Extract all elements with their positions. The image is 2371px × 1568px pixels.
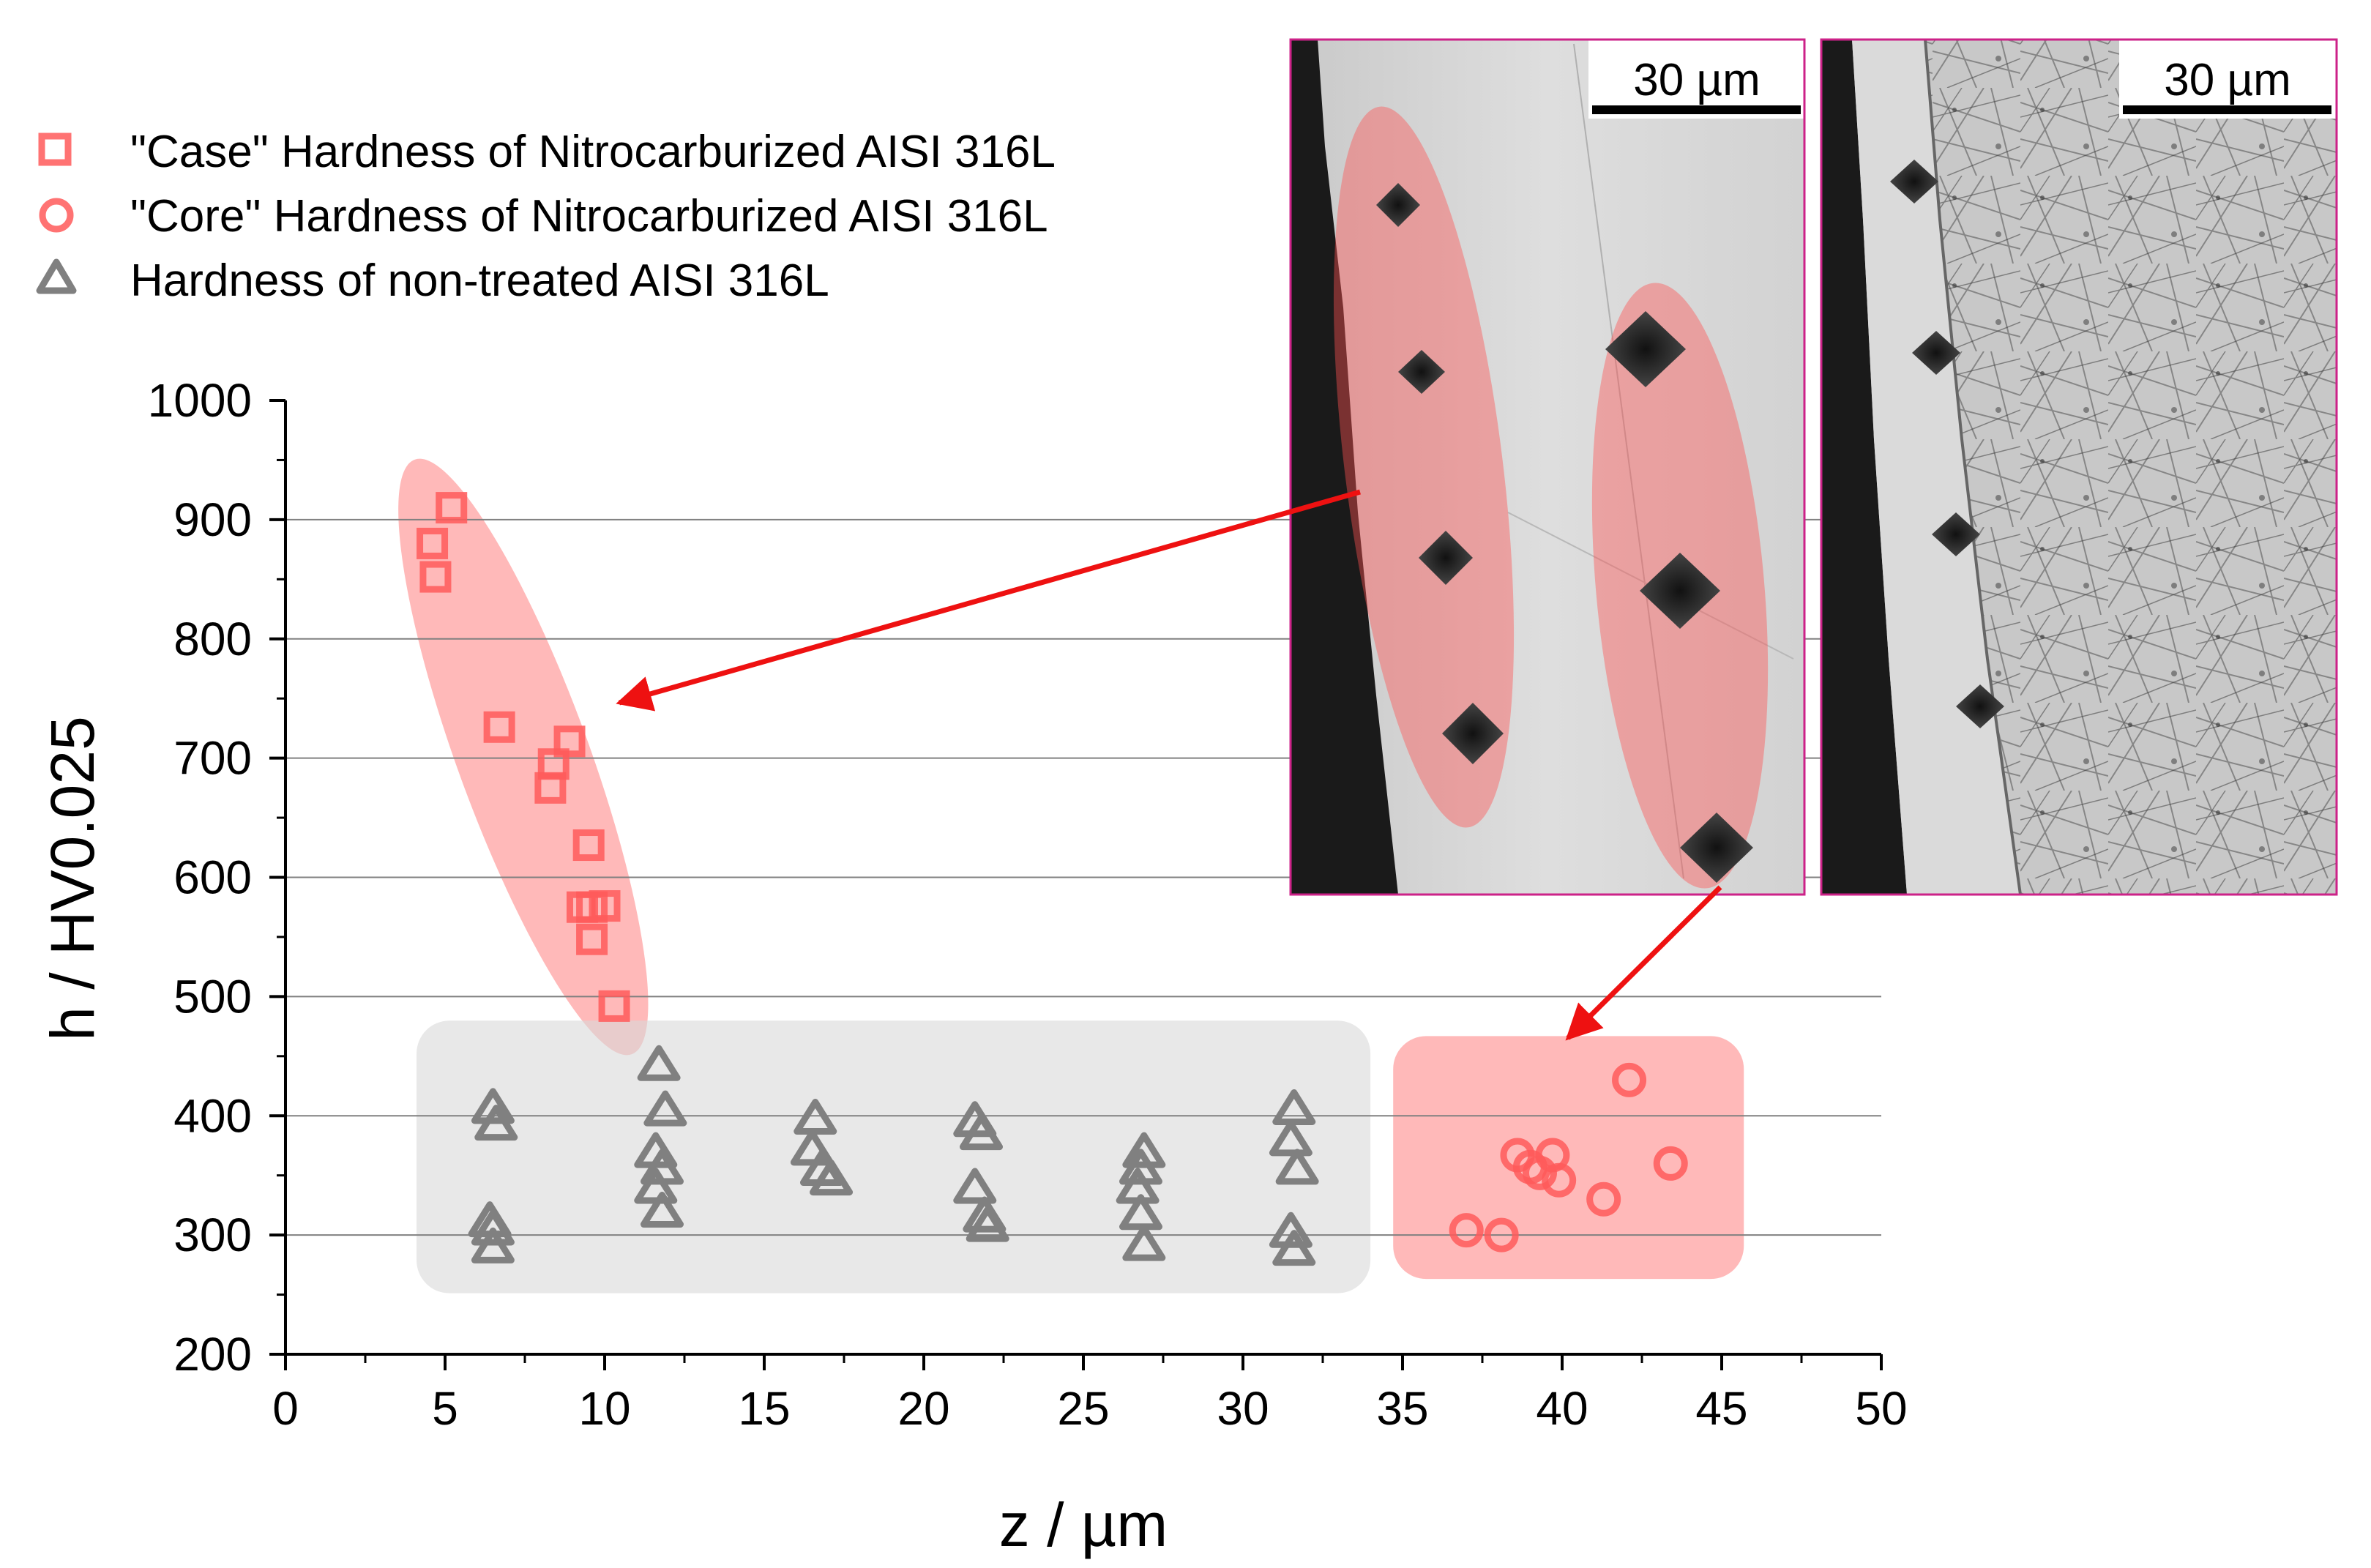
y-axis-label: h / HV0.025 — [38, 716, 107, 1041]
case-hardness-point — [436, 492, 468, 524]
case-indent-highlight — [1333, 106, 1515, 828]
non-treated-hardness-point — [637, 1045, 681, 1081]
core-hardness-point — [1586, 1181, 1621, 1217]
non-treated-hardness-point — [471, 1227, 515, 1263]
micrograph-inset-left: 30 µm — [1289, 38, 1806, 896]
y-tick-label: 500 — [173, 970, 252, 1023]
non-treated-hardness-point — [1275, 1149, 1319, 1185]
case-hardness-point — [553, 725, 586, 758]
micrograph-dark-edge — [1821, 40, 1907, 895]
x-tick-label: 0 — [272, 1382, 299, 1435]
legend-square-marker-icon — [38, 132, 72, 166]
core-hardness-point — [1653, 1146, 1688, 1181]
x-tick-label: 5 — [432, 1382, 458, 1435]
case-hardness-point — [576, 923, 608, 955]
y-axis-ticks: 200 300 400 500 600 700 800 900 1000 — [148, 374, 285, 1381]
non-treated-hardness-point — [1119, 1194, 1162, 1231]
core-hardness-point — [1484, 1217, 1519, 1252]
scale-bar-label: 30 µm — [2164, 55, 2291, 105]
non-treated-hardness-point — [790, 1130, 834, 1166]
micrograph-interface — [1924, 39, 2022, 895]
case-hardness-point — [572, 829, 605, 862]
highlight-non-treated — [417, 1020, 1371, 1293]
micrograph-inset-right: 30 µm — [1820, 38, 2338, 896]
non-treated-hardness-point — [953, 1168, 997, 1204]
x-tick-label: 50 — [1855, 1382, 1907, 1435]
legend-label-case: "Case" Hardness of Nitrocarburized AISI … — [130, 127, 1056, 177]
case-hardness-point — [419, 561, 452, 593]
micrograph-dark-edge — [1291, 40, 1398, 895]
y-tick-label: 800 — [173, 613, 252, 665]
x-tick-label: 25 — [1057, 1382, 1109, 1435]
non-treated-hardness-point — [1272, 1230, 1316, 1266]
non-treated-hardness-point — [1122, 1225, 1166, 1261]
y-tick-label: 200 — [173, 1328, 252, 1381]
legend-item-core: "Core" Hardness of Nitrocarburized AISI … — [39, 191, 1048, 242]
scale-bar-label: 30 µm — [1633, 55, 1760, 105]
highlight-case — [398, 458, 649, 1056]
core-hardness-point — [1612, 1062, 1647, 1097]
non-treated-hardness-point — [474, 1105, 518, 1141]
non-treated-hardness-point — [1272, 1089, 1316, 1125]
x-axis-label: z / µm — [999, 1490, 1168, 1559]
non-treated-hardness-point — [1269, 1120, 1313, 1157]
case-hardness-point — [598, 990, 630, 1022]
micrograph-scratch — [1573, 43, 1684, 879]
x-axis-ticks: 0 5 10 15 20 25 30 35 40 45 50 — [272, 1354, 1908, 1435]
non-treated-hardness-point — [643, 1090, 687, 1127]
x-tick-label: 30 — [1217, 1382, 1269, 1435]
non-treated-hardness-point — [471, 1209, 515, 1246]
arrow-core-to-inset — [1565, 885, 1722, 1041]
micrograph-layer — [1852, 40, 2020, 895]
legend-item-case: "Case" Hardness of Nitrocarburized AISI … — [38, 127, 1056, 177]
legend: "Case" Hardness of Nitrocarburized AISI … — [36, 127, 1056, 306]
case-hardness-point — [417, 527, 449, 559]
case-hardness-point — [483, 711, 515, 743]
y-tick-label: 300 — [173, 1209, 252, 1261]
y-tick-label: 1000 — [148, 374, 252, 427]
non-treated-hardness-point — [640, 1192, 684, 1228]
x-tick-label: 35 — [1376, 1382, 1428, 1435]
case-hardness-point — [589, 890, 621, 922]
data-points — [417, 492, 1688, 1266]
core-hardness-point — [1542, 1162, 1577, 1198]
case-hardness-point — [534, 772, 567, 804]
legend-circle-marker-icon — [39, 198, 74, 233]
legend-label-non-treated: Hardness of non-treated AISI 316L — [130, 255, 829, 306]
y-tick-label: 700 — [173, 732, 252, 785]
non-treated-hardness-point — [1122, 1132, 1166, 1168]
x-tick-label: 20 — [897, 1382, 949, 1435]
core-hardness-point — [1449, 1213, 1484, 1248]
x-tick-label: 10 — [578, 1382, 630, 1435]
x-tick-label: 15 — [738, 1382, 790, 1435]
y-tick-label: 600 — [173, 851, 252, 904]
y-tick-label: 400 — [173, 1089, 252, 1142]
non-treated-hardness-point — [966, 1206, 1009, 1242]
x-tick-label: 45 — [1695, 1382, 1747, 1435]
non-treated-hardness-point — [959, 1114, 1003, 1151]
non-treated-hardness-point — [810, 1160, 854, 1196]
y-tick-label: 900 — [173, 493, 252, 546]
indentation-marks — [1890, 160, 2004, 728]
indentation-marks — [1376, 183, 1753, 883]
non-treated-hardness-point — [471, 1088, 515, 1124]
arrow-case-to-inset — [616, 489, 1361, 712]
non-treated-hardness-point — [794, 1099, 837, 1135]
x-tick-label: 40 — [1536, 1382, 1588, 1435]
legend-item-non-treated: Hardness of non-treated AISI 316L — [36, 255, 829, 306]
legend-triangle-marker-icon — [36, 258, 77, 294]
non-treated-hardness-point — [1269, 1212, 1313, 1248]
micrograph-frame — [1820, 38, 2338, 896]
micrograph-frame — [1289, 38, 1806, 896]
legend-label-core: "Core" Hardness of Nitrocarburized AISI … — [130, 191, 1048, 242]
core-hardness-point — [1522, 1155, 1557, 1190]
